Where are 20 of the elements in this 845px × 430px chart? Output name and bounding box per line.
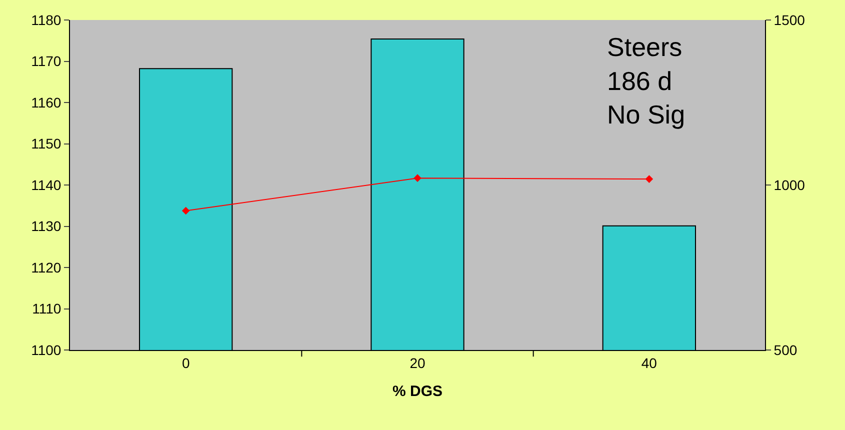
y-tick-label: 1120 <box>31 259 62 276</box>
point <box>414 174 422 182</box>
x-tick-label: 20 <box>410 354 426 371</box>
x-tick-label: 0 <box>182 354 190 371</box>
y-tick-label: 1100 <box>31 342 62 358</box>
y2-tick-label: 1000 <box>774 176 806 193</box>
y-tick-label: 1180 <box>31 12 62 28</box>
y-tick-label: 1170 <box>31 53 62 70</box>
point <box>645 175 654 183</box>
y2-tick-label: 1500 <box>774 12 806 28</box>
y-tick-label: 1110 <box>32 300 62 317</box>
y-tick-label: 1140 <box>31 176 62 193</box>
y-tick-label: 1150 <box>31 136 62 152</box>
point <box>182 206 190 215</box>
y-tick-label: 1130 <box>31 218 62 234</box>
y2-tick-label: 500 <box>774 342 798 358</box>
x-axis-title: % DGS <box>392 382 443 400</box>
x-tick-label: 40 <box>641 354 658 371</box>
y-tick-label: 1160 <box>31 94 62 110</box>
annotation: Steers 186 d No Sig <box>607 32 686 130</box>
